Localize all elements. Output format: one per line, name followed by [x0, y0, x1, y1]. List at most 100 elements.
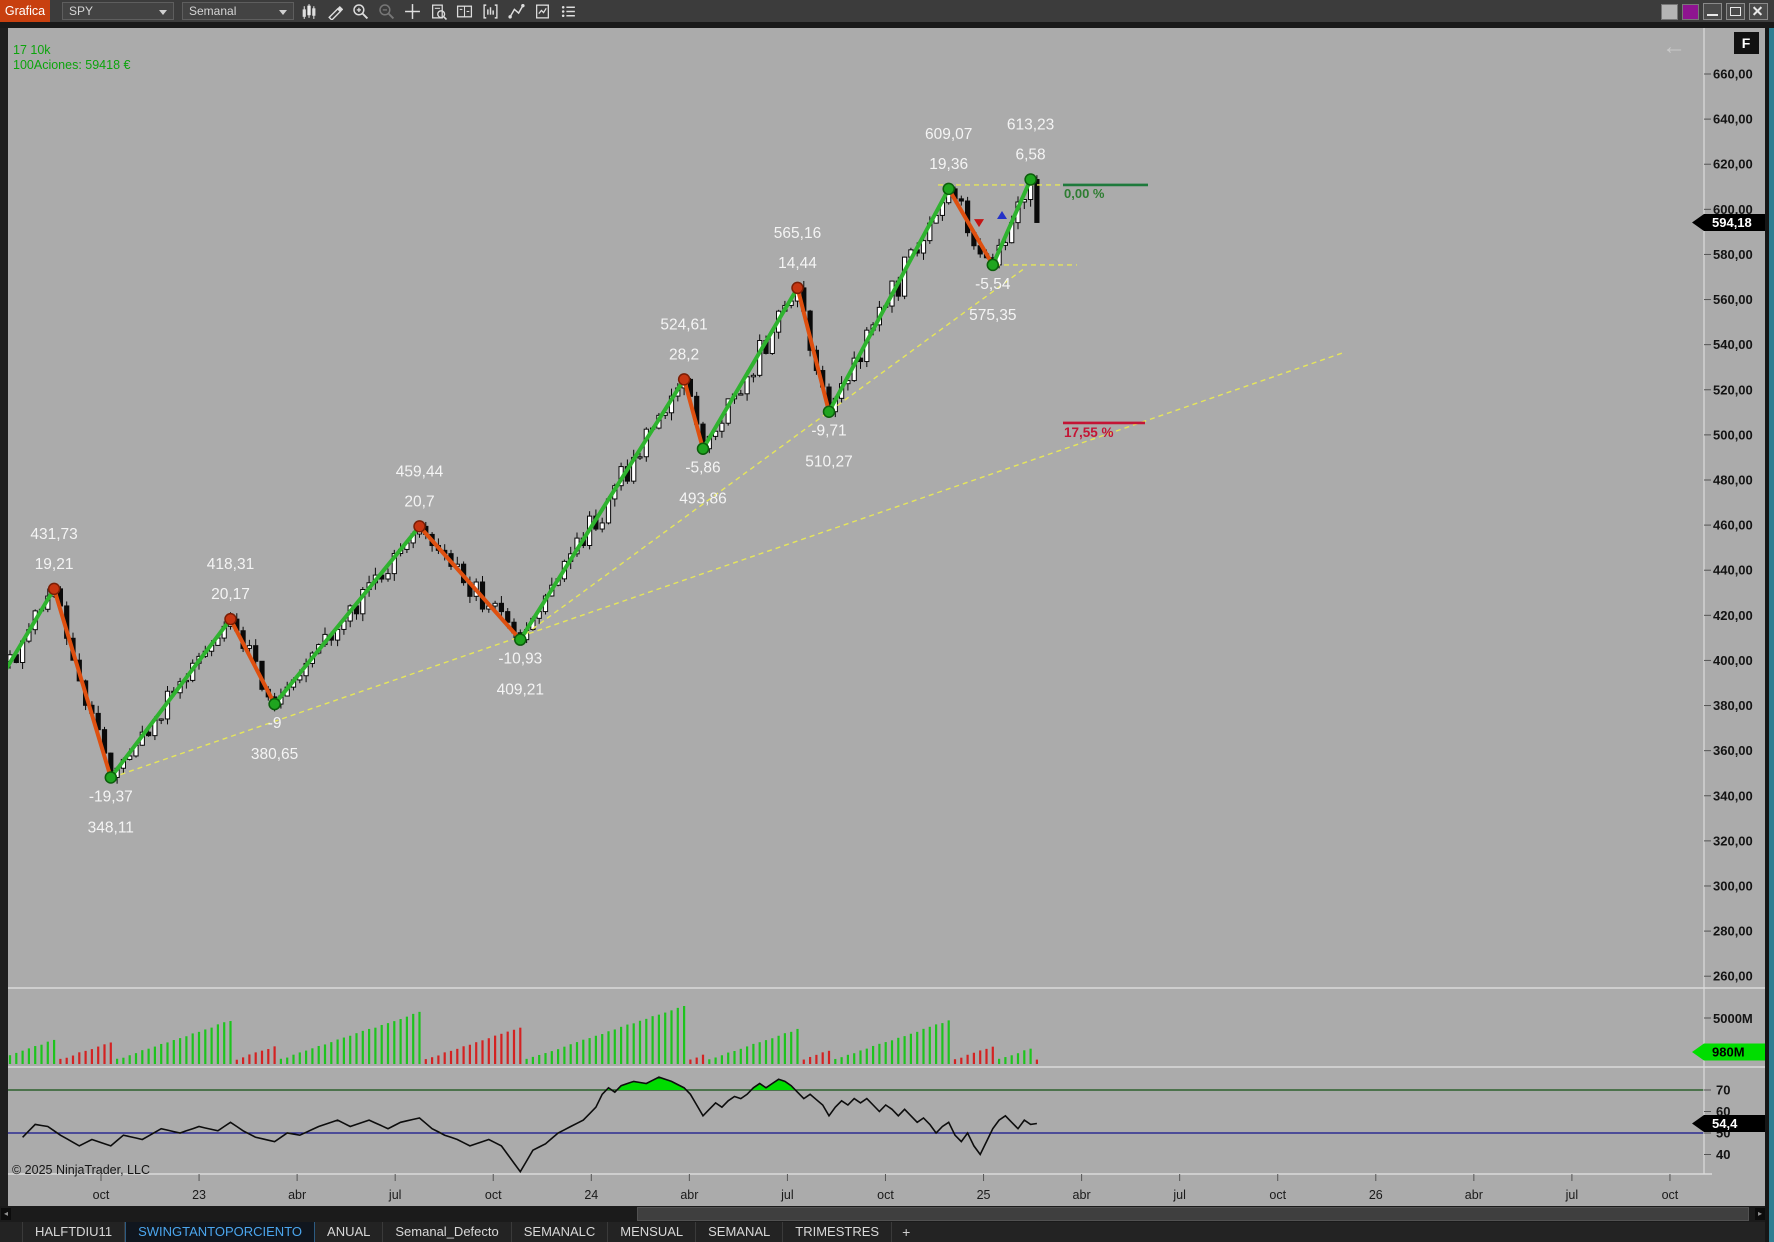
workspace-link-purple-button[interactable] [1682, 3, 1699, 20]
volume-bar [15, 1052, 18, 1064]
swing-pivot-dot [514, 633, 527, 646]
market-list-icon[interactable] [560, 3, 577, 20]
volume-bar [1004, 1057, 1007, 1064]
titlebar-divider [0, 22, 1774, 28]
tab-anual[interactable]: ANUAL [315, 1222, 384, 1242]
swing-pivot-dot [224, 612, 237, 626]
tab-swingtantoporciento[interactable]: SWINGTANTOPORCIENTO [125, 1222, 316, 1242]
zigzag-leg [827, 186, 951, 414]
volume-bar [966, 1054, 969, 1064]
indicator-overlay-text: 17 10k 100Aciones: 59418 € [13, 43, 130, 73]
price-tick-label: 580,00 [1713, 247, 1753, 262]
volume-bar [821, 1052, 824, 1064]
price-tick-label: 520,00 [1713, 382, 1753, 397]
tab-semanal_defecto[interactable]: Semanal_Defecto [383, 1222, 512, 1242]
zoom-in-icon[interactable] [352, 3, 369, 20]
volume-bar [298, 1052, 301, 1064]
chevron-down-icon [159, 10, 167, 15]
workspace-tabbar: HALFTDIU11 SWINGTANTOPORCIENTO ANUAL Semana… [0, 1222, 1774, 1242]
time-tick-label: oct [485, 1188, 502, 1202]
overlay-line1: 17 10k [13, 43, 51, 57]
volume-bar [613, 1029, 616, 1064]
horizontal-scrollbar[interactable]: ◂ ▸ [0, 1206, 1766, 1222]
volume-bar [985, 1048, 988, 1064]
crosshair-icon[interactable] [404, 3, 421, 20]
volume-bar [311, 1048, 314, 1064]
chart-style-icon[interactable] [300, 3, 317, 20]
volume-bar [84, 1050, 87, 1064]
chart-properties-icon[interactable] [534, 3, 551, 20]
back-arrow-icon[interactable]: ← [1662, 33, 1686, 60]
trend-zigzag-icon[interactable] [508, 3, 525, 20]
time-tick-label: abr [1073, 1188, 1091, 1202]
scroll-left-arrow-icon[interactable]: ◂ [1, 1208, 11, 1220]
volume-bar [582, 1039, 585, 1064]
tab-mensual[interactable]: MENSUAL [608, 1222, 697, 1242]
volume-bar [922, 1028, 925, 1064]
zigzag-leg [682, 377, 705, 451]
panel-layout-icon[interactable] [456, 3, 473, 20]
candle-body [505, 611, 511, 623]
volume-bar [500, 1033, 503, 1064]
volume-bar [368, 1028, 371, 1064]
period-select[interactable]: Semanal [182, 2, 294, 20]
zigzag-leg [701, 285, 800, 451]
chart-canvas[interactable]: 0,00 % 17,55 % 431,73 19,21 -19,37 348,11 418,… [0, 28, 1774, 1208]
close-button[interactable] [1749, 3, 1768, 20]
zoom-out-icon[interactable] [378, 3, 395, 20]
triangle-down-marker-icon [974, 219, 984, 228]
price-tick-label: 440,00 [1713, 563, 1753, 578]
volume-bar [739, 1048, 742, 1064]
swing-pivot-dot [268, 697, 281, 711]
tab-semanalc[interactable]: SEMANALC [512, 1222, 609, 1242]
volume-bar [216, 1024, 219, 1064]
volume-bar [676, 1007, 679, 1064]
tab-halftdiu11[interactable]: HALFTDIU11 [22, 1222, 126, 1242]
volume-bar [53, 1039, 56, 1064]
volume-bar [897, 1037, 900, 1064]
scroll-right-arrow-icon[interactable]: ▸ [1755, 1208, 1765, 1220]
volume-bar [46, 1041, 49, 1064]
maximize-button[interactable] [1726, 3, 1745, 20]
swing-label: 28,2 [669, 346, 699, 363]
volume-bar [670, 1010, 673, 1064]
volume-bar [796, 1028, 799, 1064]
volume-bar [1023, 1050, 1026, 1064]
swing-label: -10,93 [498, 651, 542, 668]
volume-bar [134, 1053, 138, 1064]
volume-bar [128, 1055, 131, 1064]
swing-pivot-dot [986, 258, 1000, 272]
volume-bar [412, 1013, 415, 1064]
instrument-select[interactable]: SPY [62, 2, 174, 20]
volume-bar [254, 1052, 257, 1064]
volume-bar [588, 1038, 591, 1064]
volume-bar [380, 1024, 383, 1064]
volume-bar [872, 1045, 875, 1064]
time-tick-label: oct [93, 1188, 110, 1202]
volume-bar [601, 1034, 604, 1064]
volume-bar [727, 1052, 730, 1064]
volume-bar [141, 1050, 144, 1064]
price-tick-label: 620,00 [1713, 157, 1753, 172]
volume-bar [720, 1055, 723, 1064]
add-tab-button[interactable]: + [902, 1224, 911, 1240]
volume-bar [1029, 1048, 1032, 1064]
price-tick-label: 640,00 [1713, 112, 1753, 127]
tab-trimestres[interactable]: TRIMESTRES [783, 1222, 893, 1242]
tab-semanal[interactable]: SEMANAL [696, 1222, 784, 1242]
workspace-link-gray-button[interactable] [1661, 3, 1678, 20]
minimize-button[interactable] [1703, 3, 1722, 20]
data-series-icon[interactable] [430, 3, 448, 20]
window-edge-accent [1769, 26, 1774, 1242]
grafica-menu-button[interactable]: Grafica [0, 0, 50, 22]
swing-label: 409,21 [497, 682, 544, 699]
draw-pencil-icon[interactable] [326, 3, 344, 21]
volume-bar [638, 1020, 642, 1064]
scrollbar-thumb[interactable] [637, 1207, 1749, 1221]
volume-bar [468, 1044, 471, 1064]
indicators-icon[interactable] [482, 3, 499, 20]
volume-bar [953, 1059, 957, 1064]
time-tick-label: 25 [977, 1188, 991, 1202]
swing-label: -5,54 [975, 276, 1011, 293]
